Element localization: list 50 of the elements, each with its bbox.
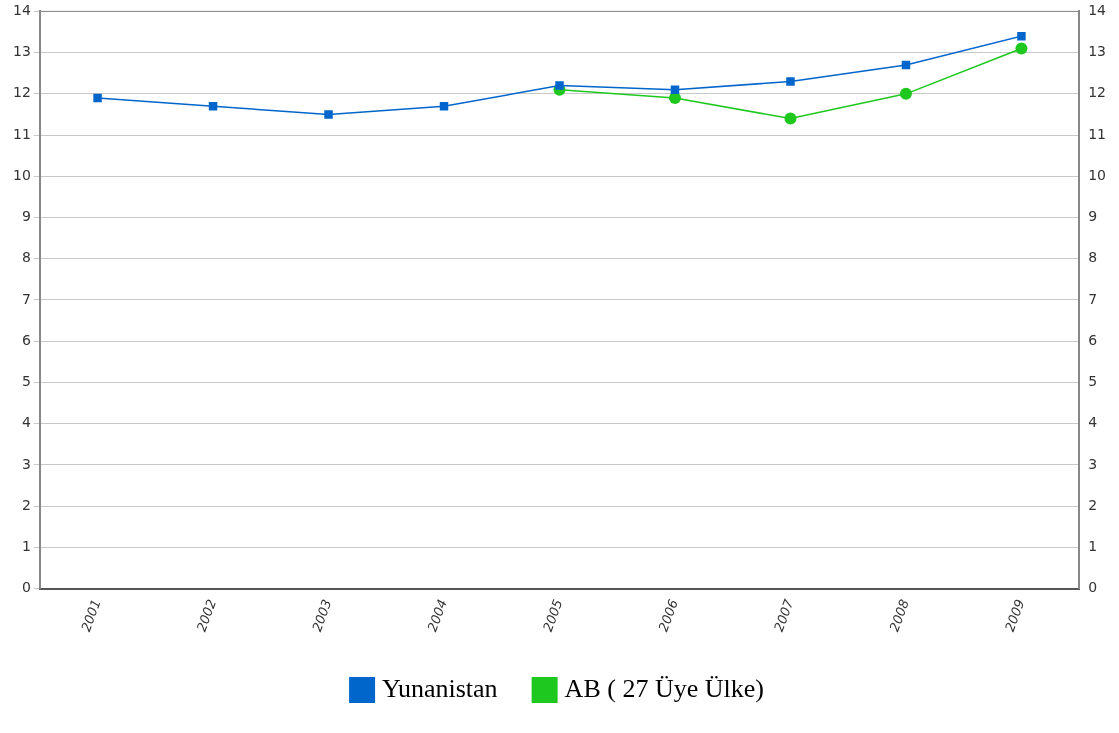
y-tick-label: 6 [21, 331, 31, 348]
y2-tick-label: 12 [1088, 84, 1107, 101]
y2-tick-label: 4 [1088, 414, 1098, 431]
y2-tick-label: 3 [1088, 455, 1098, 472]
y2-tick-label: 6 [1088, 331, 1098, 348]
point [670, 85, 680, 94]
y2-tick-label: 0 [1088, 579, 1098, 596]
x-tick-label: 2001 [78, 597, 104, 634]
point [324, 110, 333, 119]
y2-tick-label: 5 [1088, 373, 1098, 390]
point [784, 112, 797, 125]
x-tick-label: 2002 [193, 597, 220, 634]
point [1015, 42, 1028, 55]
x-tick-label: 2005 [540, 597, 566, 634]
point [93, 93, 102, 103]
y2-tick-label: 11 [1088, 125, 1107, 142]
y-tick-label: 3 [21, 455, 31, 472]
y-tick-label: 1 [21, 537, 31, 554]
y2-tick-label: 2 [1088, 496, 1098, 513]
point [1017, 31, 1026, 41]
y2-tick-label: 14 [1088, 2, 1107, 19]
y-tick-label: 2 [21, 496, 31, 513]
point [899, 87, 912, 100]
y-tick-label: 10 [12, 166, 31, 183]
y-tick-label: 11 [12, 125, 31, 142]
legend-label: AB ( 27 Üye Ülke) [564, 673, 764, 703]
y-tick-label: 8 [21, 249, 31, 266]
y-tick-label: 4 [21, 414, 31, 431]
y2-tick-label: 10 [1088, 166, 1107, 183]
y-tick-label: 5 [21, 373, 31, 390]
x-tick-label: 2009 [1002, 597, 1028, 634]
x-tick-label: 2006 [655, 597, 681, 634]
y2-tick-label: 13 [1088, 43, 1107, 60]
y2-tick-label: 8 [1088, 249, 1098, 266]
point [555, 81, 564, 90]
y-tick-label: 14 [12, 2, 31, 19]
x-tick-label: 2007 [771, 596, 797, 634]
y-tick-label: 12 [12, 84, 31, 101]
y2-tick-label: 9 [1088, 208, 1098, 225]
y-tick-label: 13 [12, 43, 31, 60]
y-tick-label: 0 [21, 579, 31, 596]
y-tick-label: 9 [21, 208, 31, 225]
y-tick-label: 7 [21, 290, 31, 307]
y2-tick-label: 7 [1088, 290, 1098, 307]
point [786, 77, 795, 86]
legend-label: Yunanistan [382, 673, 498, 703]
x-tick-label: 2004 [424, 597, 450, 634]
y2-tick-label: 1 [1088, 537, 1098, 554]
x-tick-label: 2003 [309, 597, 335, 634]
x-tick-label: 2008 [886, 597, 912, 634]
